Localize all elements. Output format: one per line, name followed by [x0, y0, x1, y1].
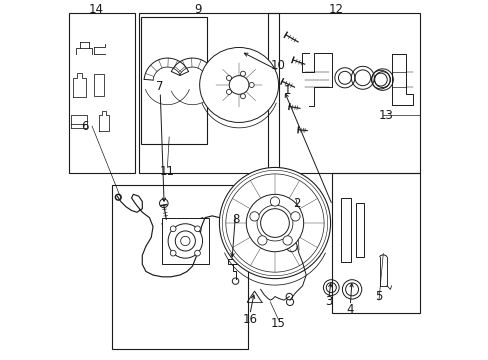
- Circle shape: [290, 212, 300, 221]
- Circle shape: [226, 89, 231, 94]
- Bar: [228, 259, 237, 264]
- Bar: [94, 74, 104, 96]
- Circle shape: [232, 278, 238, 284]
- Text: 5: 5: [374, 290, 382, 303]
- Text: 6: 6: [81, 120, 88, 133]
- Text: 11: 11: [160, 165, 175, 177]
- Text: 3: 3: [325, 296, 332, 309]
- Bar: [140, 17, 206, 144]
- Text: 12: 12: [328, 3, 343, 16]
- Circle shape: [222, 170, 327, 276]
- Circle shape: [180, 236, 190, 246]
- Circle shape: [283, 236, 292, 245]
- Circle shape: [194, 250, 200, 256]
- Circle shape: [240, 71, 245, 76]
- Circle shape: [286, 241, 297, 252]
- Circle shape: [170, 250, 176, 256]
- Circle shape: [257, 236, 266, 245]
- Text: 13: 13: [378, 109, 393, 122]
- Circle shape: [168, 224, 202, 258]
- Circle shape: [229, 237, 235, 243]
- Circle shape: [249, 212, 259, 221]
- Circle shape: [260, 209, 289, 237]
- Circle shape: [225, 174, 324, 272]
- Ellipse shape: [229, 76, 248, 94]
- Circle shape: [285, 293, 292, 300]
- Bar: [267, 13, 419, 173]
- Bar: [69, 13, 135, 173]
- Circle shape: [170, 226, 176, 232]
- Bar: [112, 185, 247, 348]
- Text: 7: 7: [156, 80, 163, 93]
- Bar: [355, 203, 363, 257]
- Circle shape: [240, 94, 245, 99]
- Bar: [162, 218, 208, 264]
- Text: 8: 8: [231, 213, 239, 226]
- Circle shape: [159, 199, 168, 208]
- Circle shape: [175, 231, 195, 251]
- Text: 15: 15: [270, 317, 285, 330]
- Text: 10: 10: [270, 59, 285, 72]
- Circle shape: [219, 167, 330, 279]
- Circle shape: [249, 82, 254, 87]
- Circle shape: [286, 298, 293, 306]
- Circle shape: [246, 194, 303, 252]
- Bar: [341, 198, 351, 262]
- Ellipse shape: [199, 48, 278, 122]
- Text: 9: 9: [194, 3, 201, 16]
- Text: 2: 2: [292, 197, 300, 210]
- Text: 14: 14: [88, 3, 103, 16]
- Circle shape: [226, 76, 231, 81]
- Bar: [332, 173, 419, 313]
- Text: 16: 16: [242, 313, 257, 327]
- Circle shape: [115, 194, 121, 200]
- Circle shape: [194, 226, 200, 232]
- Bar: [139, 13, 278, 173]
- Circle shape: [257, 205, 292, 241]
- Text: 4: 4: [346, 303, 353, 316]
- Circle shape: [270, 197, 279, 206]
- Text: 1: 1: [283, 84, 291, 97]
